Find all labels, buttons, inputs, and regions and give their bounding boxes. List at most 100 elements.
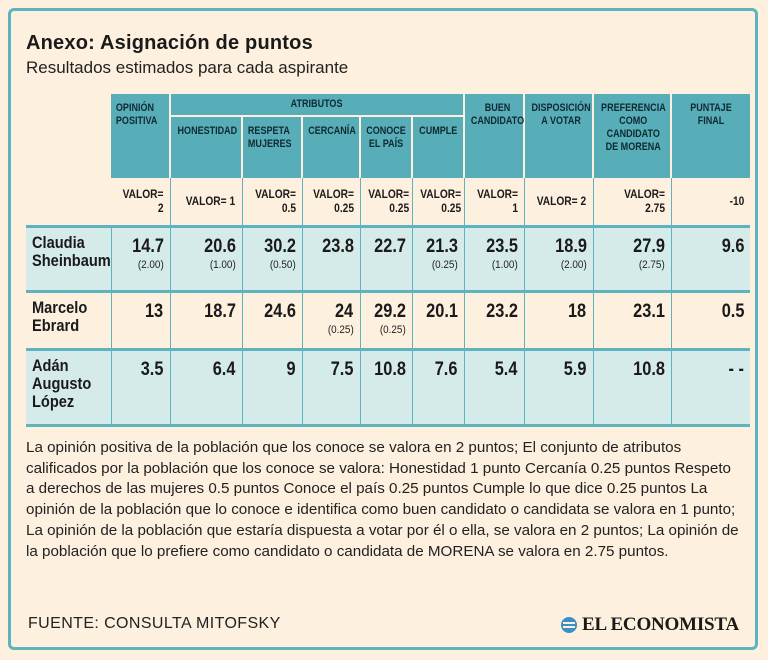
- col-header-preferencia: PREFERENCIA COMO CANDIDATO DE MORENA: [593, 94, 672, 178]
- score-cell: 5.9: [524, 349, 594, 427]
- weight-cell: -10: [671, 178, 750, 228]
- score-cell: 18.7: [170, 291, 243, 351]
- score-value: 23.1: [632, 300, 665, 322]
- score-cell: 9: [242, 349, 303, 427]
- score-value: 24: [335, 300, 354, 322]
- col-header-opinion: OPINIÓN POSITIVA: [111, 94, 171, 178]
- col-header-cercania: CERCANÍA: [302, 116, 361, 178]
- score-cell: 14.7 (2.00): [111, 226, 171, 293]
- weight-cell: VALOR= 0.5: [242, 178, 303, 228]
- weight-cell: VALOR= 2.75: [593, 178, 672, 228]
- page-subtitle: Resultados estimados para cada aspirante: [26, 58, 349, 77]
- score-value: 10.8: [632, 358, 665, 380]
- col-header-buen-candidato: BUEN CANDIDATO: [464, 94, 525, 178]
- score-cell: 10.8: [593, 349, 672, 427]
- score-cell: 21.3 (0.25): [412, 226, 465, 293]
- score-cell: 6.4: [170, 349, 243, 427]
- score-cell: 24 (0.25): [302, 291, 361, 351]
- score-value: 20.1: [425, 300, 458, 322]
- score-cell: 5.4: [464, 349, 525, 427]
- score-value: 0.5: [721, 300, 744, 322]
- col-header-disposicion: DISPOSICIÓN A VOTAR: [524, 94, 594, 178]
- score-cell: 7.6: [412, 349, 465, 427]
- score-value: 30.2: [263, 235, 296, 257]
- score-value: 9: [286, 358, 296, 380]
- publisher-logo: EL ECONOMISTA: [561, 614, 739, 636]
- candidate-row: Marcelo Ebrard 13 18.7 24.6 24 (0.25) 29.2 (0.2…: [26, 291, 750, 351]
- col-header-cumple: CUMPLE: [412, 116, 465, 178]
- score-points: (0.50): [269, 258, 296, 271]
- score-value: 7.5: [330, 358, 354, 380]
- score-value: 18.7: [203, 300, 236, 322]
- score-cell: 24.6: [242, 291, 303, 351]
- score-points: (2.75): [638, 258, 665, 271]
- score-cell: 13: [111, 291, 171, 351]
- logo-text: EL ECONOMISTA: [582, 614, 739, 635]
- score-points: (0.25): [379, 323, 406, 336]
- score-value: 20.6: [203, 235, 236, 257]
- results-table: OPINIÓN POSITIVA ATRIBUTOS BUEN CANDIDAT…: [26, 94, 750, 427]
- page-title: Anexo: Asignación de puntos: [26, 32, 313, 54]
- col-header-honestidad: HONESTIDAD: [170, 116, 243, 178]
- score-value: 18.9: [554, 235, 587, 257]
- score-value: 7.6: [434, 358, 458, 380]
- score-cell: 18.9 (2.00): [524, 226, 594, 293]
- weight-cell: VALOR= 2: [524, 178, 594, 228]
- score-value: 9.6: [721, 235, 744, 257]
- weight-cell: VALOR= 1: [170, 178, 243, 228]
- score-cell: 20.6 (1.00): [170, 226, 243, 293]
- score-points: (2.00): [137, 258, 164, 271]
- score-value: 5.9: [563, 358, 587, 380]
- corner-blank: [26, 94, 111, 178]
- score-value: 18: [568, 300, 587, 322]
- weight-cell: VALOR= 0.25: [302, 178, 361, 228]
- score-cell: 23.1: [593, 291, 672, 351]
- score-points: (1.00): [209, 258, 236, 271]
- score-cell: 9.6: [671, 226, 750, 293]
- score-value: 10.8: [373, 358, 406, 380]
- score-value: 3.5: [140, 358, 164, 380]
- score-value: 13: [145, 300, 164, 322]
- score-value: 5.4: [494, 358, 518, 380]
- weight-cell: VALOR= 1: [464, 178, 525, 228]
- candidate-name: Marcelo Ebrard: [26, 291, 112, 351]
- score-points: (0.25): [327, 323, 354, 336]
- weights-row-label: [26, 178, 111, 228]
- score-cell: 23.5 (1.00): [464, 226, 525, 293]
- score-value: 24.6: [263, 300, 296, 322]
- score-cell: 3.5: [111, 349, 171, 427]
- candidate-name: Adán Augusto López: [26, 349, 112, 427]
- score-points: (0.25): [431, 258, 458, 271]
- score-cell: 18: [524, 291, 594, 351]
- source-credit: FUENTE: CONSULTA MITOFSKY: [28, 615, 281, 632]
- score-value: 22.7: [373, 235, 406, 257]
- score-value: 23.2: [485, 300, 518, 322]
- score-value: 21.3: [425, 235, 458, 257]
- score-points: (2.00): [560, 258, 587, 271]
- score-value: - -: [728, 358, 744, 380]
- score-value: 23.8: [321, 235, 354, 257]
- score-cell: 22.7: [360, 226, 413, 293]
- weight-cell: VALOR= 0.25: [412, 178, 465, 228]
- candidate-row: Adán Augusto López 3.5 6.4 9 7.5 10.8 7.6 5.4 5.…: [26, 349, 750, 427]
- score-cell: 0.5: [671, 291, 750, 351]
- score-cell: 20.1: [412, 291, 465, 351]
- score-cell: 27.9 (2.75): [593, 226, 672, 293]
- candidate-row: Claudia Sheinbaum 14.7 (2.00) 20.6 (1.00) 30.…: [26, 226, 750, 293]
- score-cell: - -: [671, 349, 750, 427]
- score-cell: 23.8: [302, 226, 361, 293]
- score-cell: 7.5: [302, 349, 361, 427]
- col-header-conoce: CONOCE EL PAÍS: [360, 116, 413, 178]
- score-value: 23.5: [485, 235, 518, 257]
- col-header-respeta: RESPETA MUJERES: [242, 116, 303, 178]
- score-cell: 23.2: [464, 291, 525, 351]
- methodology-note: La opinión positiva de la población que …: [26, 439, 739, 560]
- col-header-puntaje: PUNTAJE FINAL: [671, 94, 750, 178]
- score-cell: 29.2 (0.25): [360, 291, 413, 351]
- candidate-name: Claudia Sheinbaum: [26, 226, 112, 293]
- score-cell: 30.2 (0.50): [242, 226, 303, 293]
- logo-icon: [561, 617, 577, 633]
- weights-row: VALOR= 2 VALOR= 1 VALOR= 0.5 VALOR= 0.25…: [26, 178, 750, 228]
- score-value: 14.7: [131, 235, 164, 257]
- score-value: 6.4: [212, 358, 236, 380]
